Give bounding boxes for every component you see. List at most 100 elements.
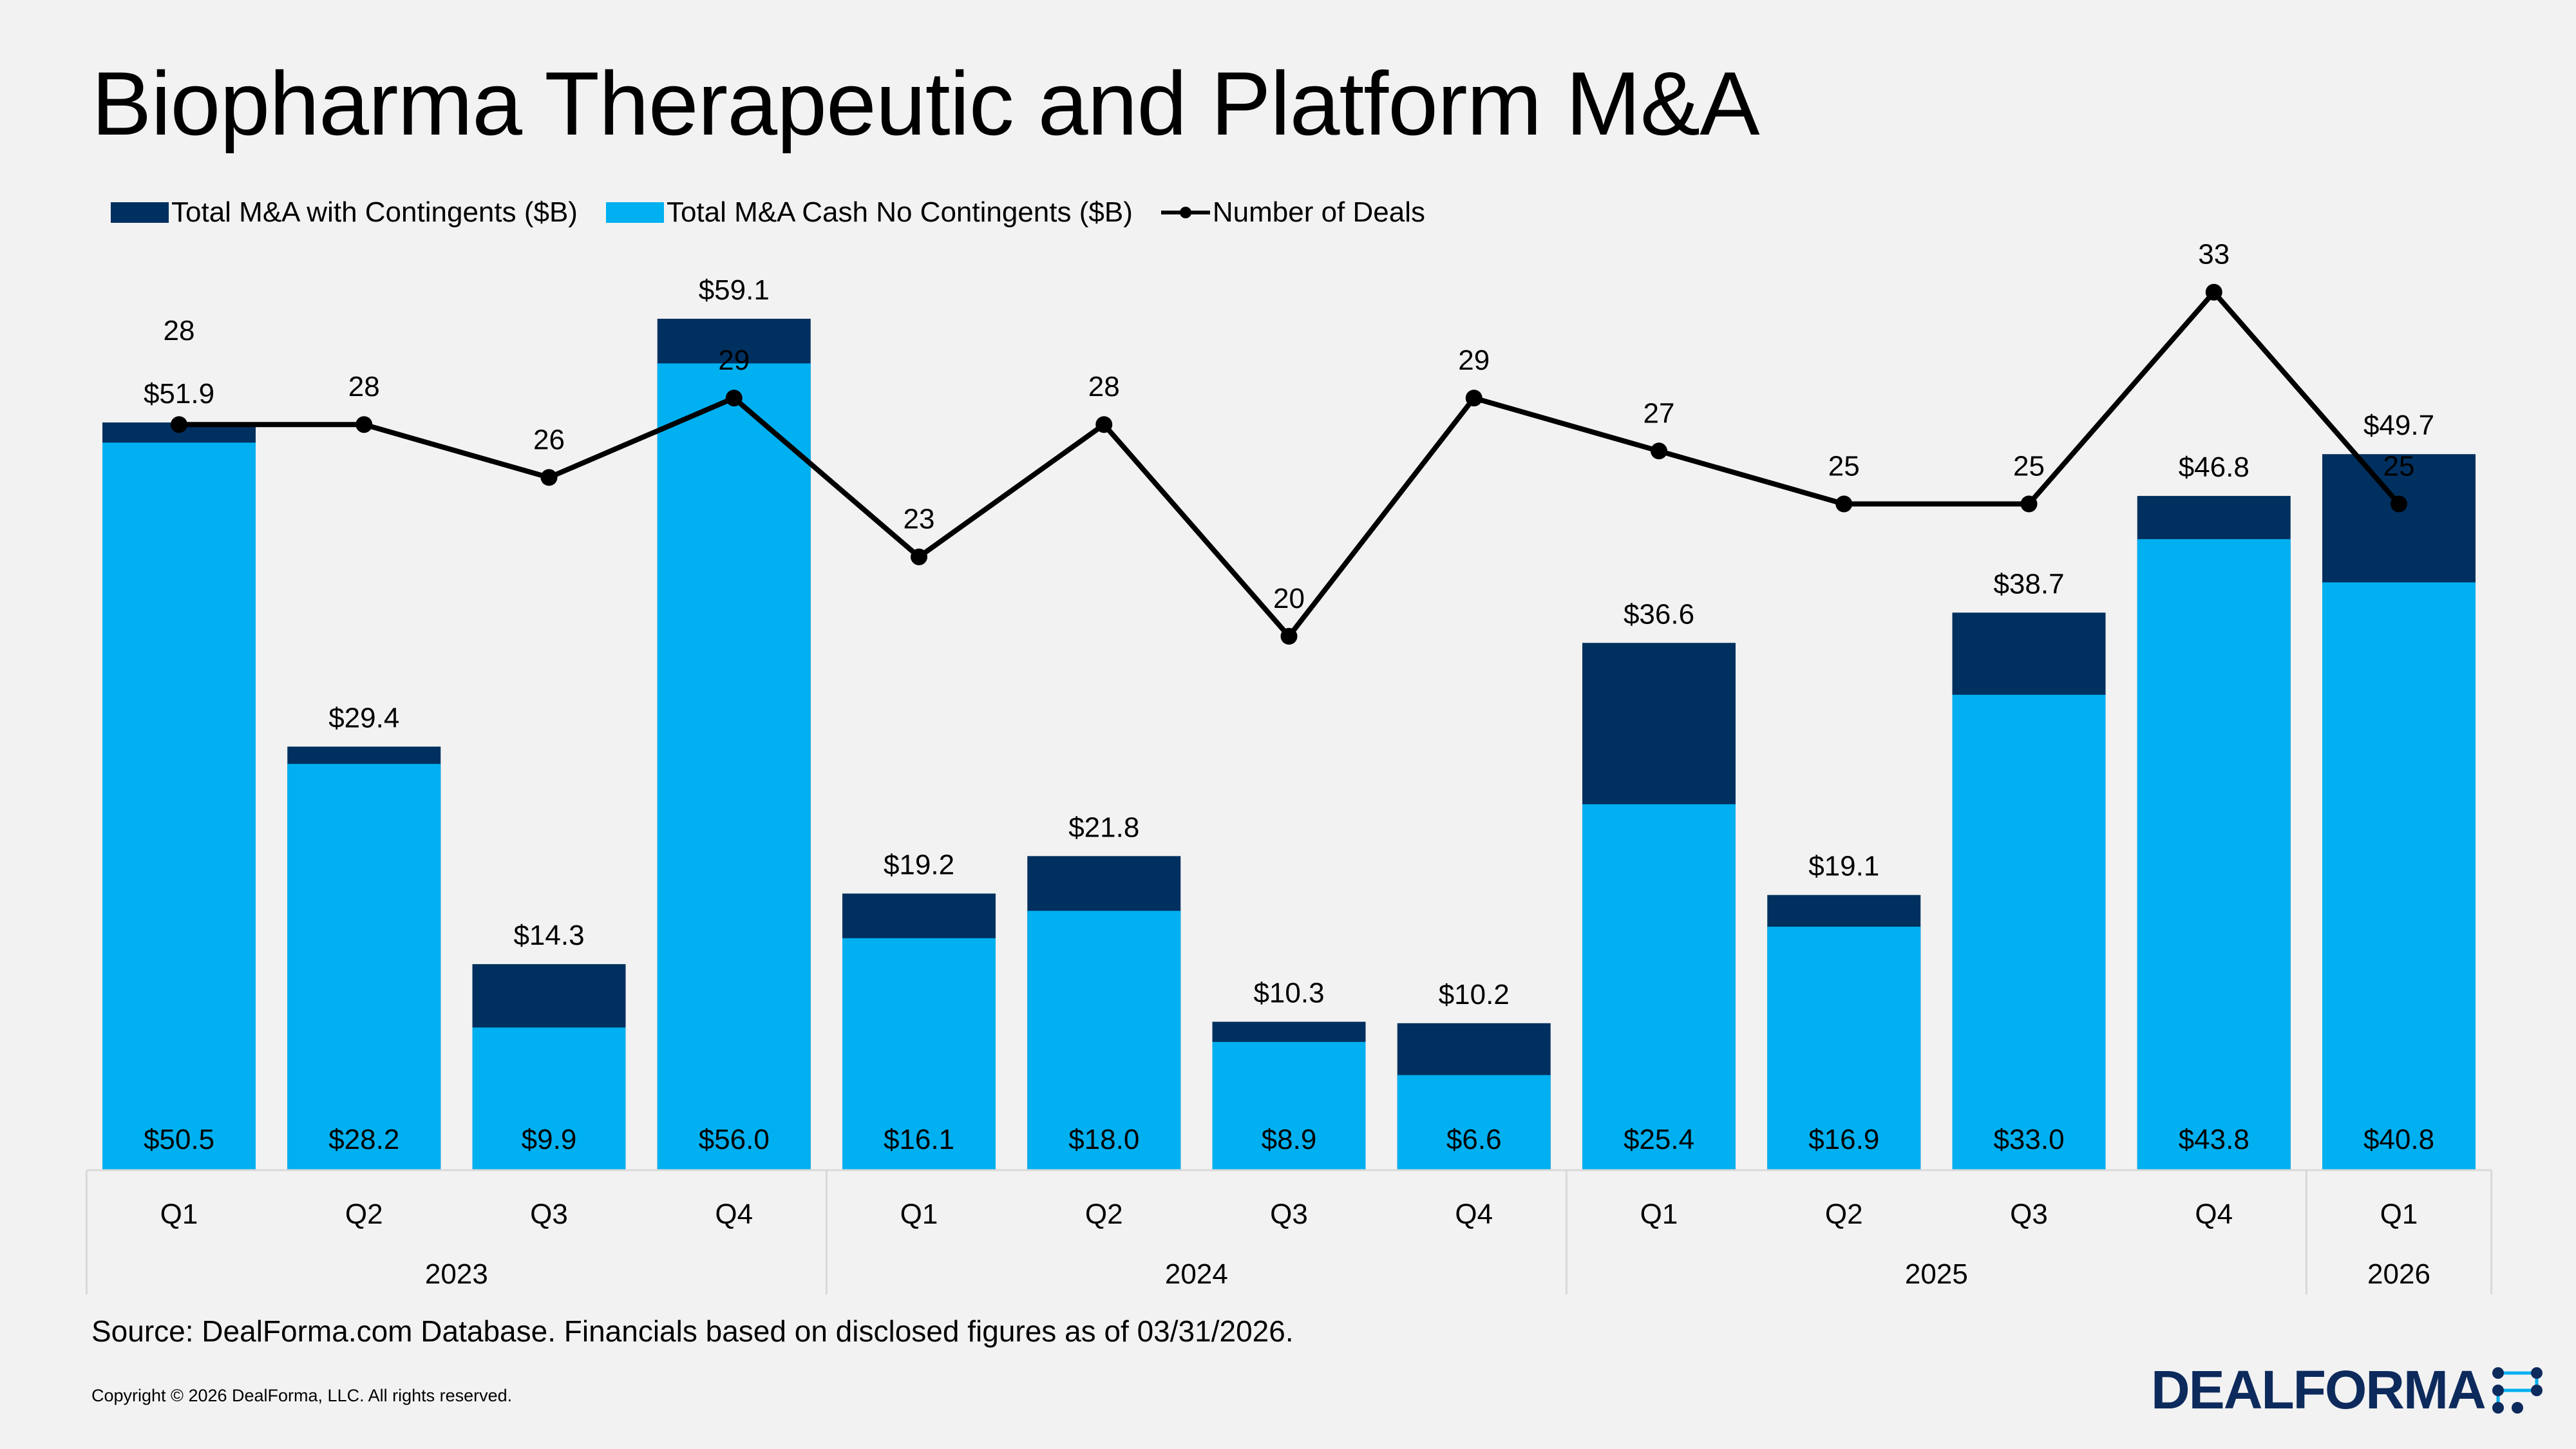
axis-layer: Q1 Q2 Q3 Q4 Q1 Q2 Q3 Q4 Q1 Q2 Q3 Q4 Q1 2023 2024 2025 20…: [85, 1169, 2493, 1294]
label-number-of-deals: 27: [1643, 397, 1675, 429]
bar-cash-no-contingents: [1027, 911, 1181, 1170]
label-number-of-deals: 20: [1273, 583, 1305, 614]
label-total-with-contingents: $21.8: [1068, 811, 1139, 843]
label-total-with-contingents: $59.1: [699, 274, 770, 306]
legend-label-cash-no-contingents: Total M&A Cash No Contingents ($B): [666, 196, 1133, 228]
bar-cash-no-contingents: [1952, 694, 2106, 1170]
label-total-with-contingents: $19.2: [884, 849, 954, 880]
label-cash-no-contingents: $6.6: [1446, 1124, 1502, 1155]
page-title: Biopharma Therapeutic and Platform M&A: [91, 53, 1760, 154]
label-number-of-deals: 29: [718, 345, 750, 376]
labels-layer: $51.9 $50.5 $29.4 $28.2 $14.3 $9.9 $59.1 $56.0 $…: [144, 239, 2434, 1155]
legend-label-number-of-deals: Number of Deals: [1212, 196, 1425, 228]
label-number-of-deals: 23: [904, 504, 935, 535]
label-cash-no-contingents: $9.9: [522, 1124, 577, 1155]
x-tick-label: Q4: [2195, 1198, 2233, 1230]
x-tick-label: Q3: [1270, 1198, 1308, 1230]
deals-point: [171, 416, 187, 433]
bar-cash-no-contingents: [287, 764, 441, 1170]
label-total-with-contingents: $10.3: [1253, 978, 1324, 1009]
year-label: 2023: [425, 1258, 488, 1290]
bar-cash-no-contingents: [842, 938, 996, 1170]
deals-point: [540, 469, 558, 486]
x-tick-label: Q1: [160, 1198, 198, 1230]
label-cash-no-contingents: $50.5: [144, 1124, 214, 1155]
deals-point: [725, 390, 743, 407]
x-tick-label: Q1: [2380, 1198, 2418, 1230]
x-tick-label: Q2: [1085, 1198, 1123, 1230]
source-note: Source: DealForma.com Database. Financia…: [91, 1314, 1294, 1348]
label-number-of-deals: 26: [533, 424, 565, 455]
bar-cash-no-contingents: [472, 1027, 626, 1170]
label-number-of-deals: 25: [1828, 451, 1860, 482]
bar-cash-no-contingents: [657, 363, 811, 1170]
label-cash-no-contingents: $40.8: [2363, 1124, 2434, 1155]
label-cash-no-contingents: $43.8: [2179, 1124, 2249, 1155]
bar-cash-no-contingents: [1582, 804, 1736, 1170]
brand-wordmark: DEALFORMA: [2151, 1359, 2486, 1420]
x-tick-label: Q1: [900, 1198, 938, 1230]
label-total-with-contingents: $36.6: [1624, 598, 1694, 630]
x-tick-label: Q3: [2010, 1198, 2048, 1230]
label-total-with-contingents: $19.1: [1808, 851, 1879, 882]
label-total-with-contingents: $46.8: [2179, 451, 2249, 483]
deals-point: [911, 548, 927, 565]
label-number-of-deals: 25: [2013, 451, 2045, 482]
label-total-with-contingents: $38.7: [1993, 568, 2064, 600]
bar-cash-no-contingents: [102, 442, 256, 1171]
label-cash-no-contingents: $25.4: [1624, 1124, 1694, 1155]
legend-item-cash-no-contingents: Total M&A Cash No Contingents ($B): [605, 196, 1133, 229]
label-total-with-contingents: $29.4: [328, 702, 399, 734]
bars-layer: [102, 318, 2476, 1171]
label-cash-no-contingents: $33.0: [1993, 1124, 2064, 1155]
label-cash-no-contingents: $16.1: [884, 1124, 954, 1155]
label-number-of-deals: 28: [1088, 371, 1120, 402]
label-number-of-deals: 25: [2383, 451, 2415, 482]
label-number-of-deals: 29: [1458, 345, 1490, 376]
year-label: 2025: [1905, 1258, 1968, 1290]
deals-point: [2205, 283, 2222, 301]
deals-point: [2391, 495, 2407, 513]
brand-logo: DEALFORMA: [2151, 1359, 2550, 1421]
year-label: 2026: [2367, 1258, 2430, 1290]
label-number-of-deals: 28: [348, 371, 380, 402]
bar-cash-no-contingents: [2322, 582, 2476, 1170]
x-tick-label: Q4: [1455, 1198, 1493, 1230]
label-number-of-deals: 28: [164, 315, 195, 346]
legend-label-with-contingents: Total M&A with Contingents ($B): [171, 196, 578, 228]
label-cash-no-contingents: $8.9: [1262, 1124, 1317, 1155]
legend-swatch-cash-no-contingents: [605, 202, 664, 223]
deals-point: [355, 416, 373, 433]
legend-item-with-contingents: Total M&A with Contingents ($B): [111, 196, 578, 229]
legend-item-number-of-deals: Number of Deals: [1160, 196, 1425, 229]
label-number-of-deals: 33: [2198, 239, 2230, 270]
deals-point: [1095, 416, 1113, 433]
label-cash-no-contingents: $56.0: [699, 1124, 770, 1155]
x-tick-label: Q2: [1825, 1198, 1863, 1230]
x-tick-label: Q2: [345, 1198, 383, 1230]
label-total-with-contingents: $49.7: [2363, 410, 2434, 441]
deals-point: [1465, 390, 1482, 407]
label-cash-no-contingents: $18.0: [1068, 1124, 1139, 1155]
legend-swatch-number-of-deals: [1160, 207, 1210, 218]
deals-point: [1835, 495, 1853, 513]
bar-cash-no-contingents: [1212, 1041, 1366, 1170]
label-cash-no-contingents: $16.9: [1808, 1124, 1879, 1155]
deals-point: [1280, 628, 1298, 645]
copyright: Copyright © 2026 DealForma, LLC. All rig…: [91, 1386, 513, 1405]
legend: Total M&A with Contingents ($B) Total M&…: [111, 193, 1454, 232]
legend-swatch-with-contingents: [111, 202, 169, 223]
bar-cash-no-contingents: [1767, 926, 1921, 1170]
year-label: 2024: [1165, 1258, 1228, 1290]
label-total-with-contingents: $14.3: [513, 920, 584, 951]
deals-point: [1651, 442, 1667, 460]
x-tick-label: Q3: [530, 1198, 568, 1230]
bar-cash-no-contingents: [1397, 1075, 1551, 1170]
label-total-with-contingents: $51.9: [144, 378, 214, 410]
deals-point: [2020, 495, 2038, 513]
label-total-with-contingents: $10.2: [1439, 979, 1510, 1010]
x-tick-label: Q1: [1640, 1198, 1678, 1230]
bar-cash-no-contingents: [2137, 539, 2291, 1170]
x-tick-label: Q4: [715, 1198, 753, 1230]
